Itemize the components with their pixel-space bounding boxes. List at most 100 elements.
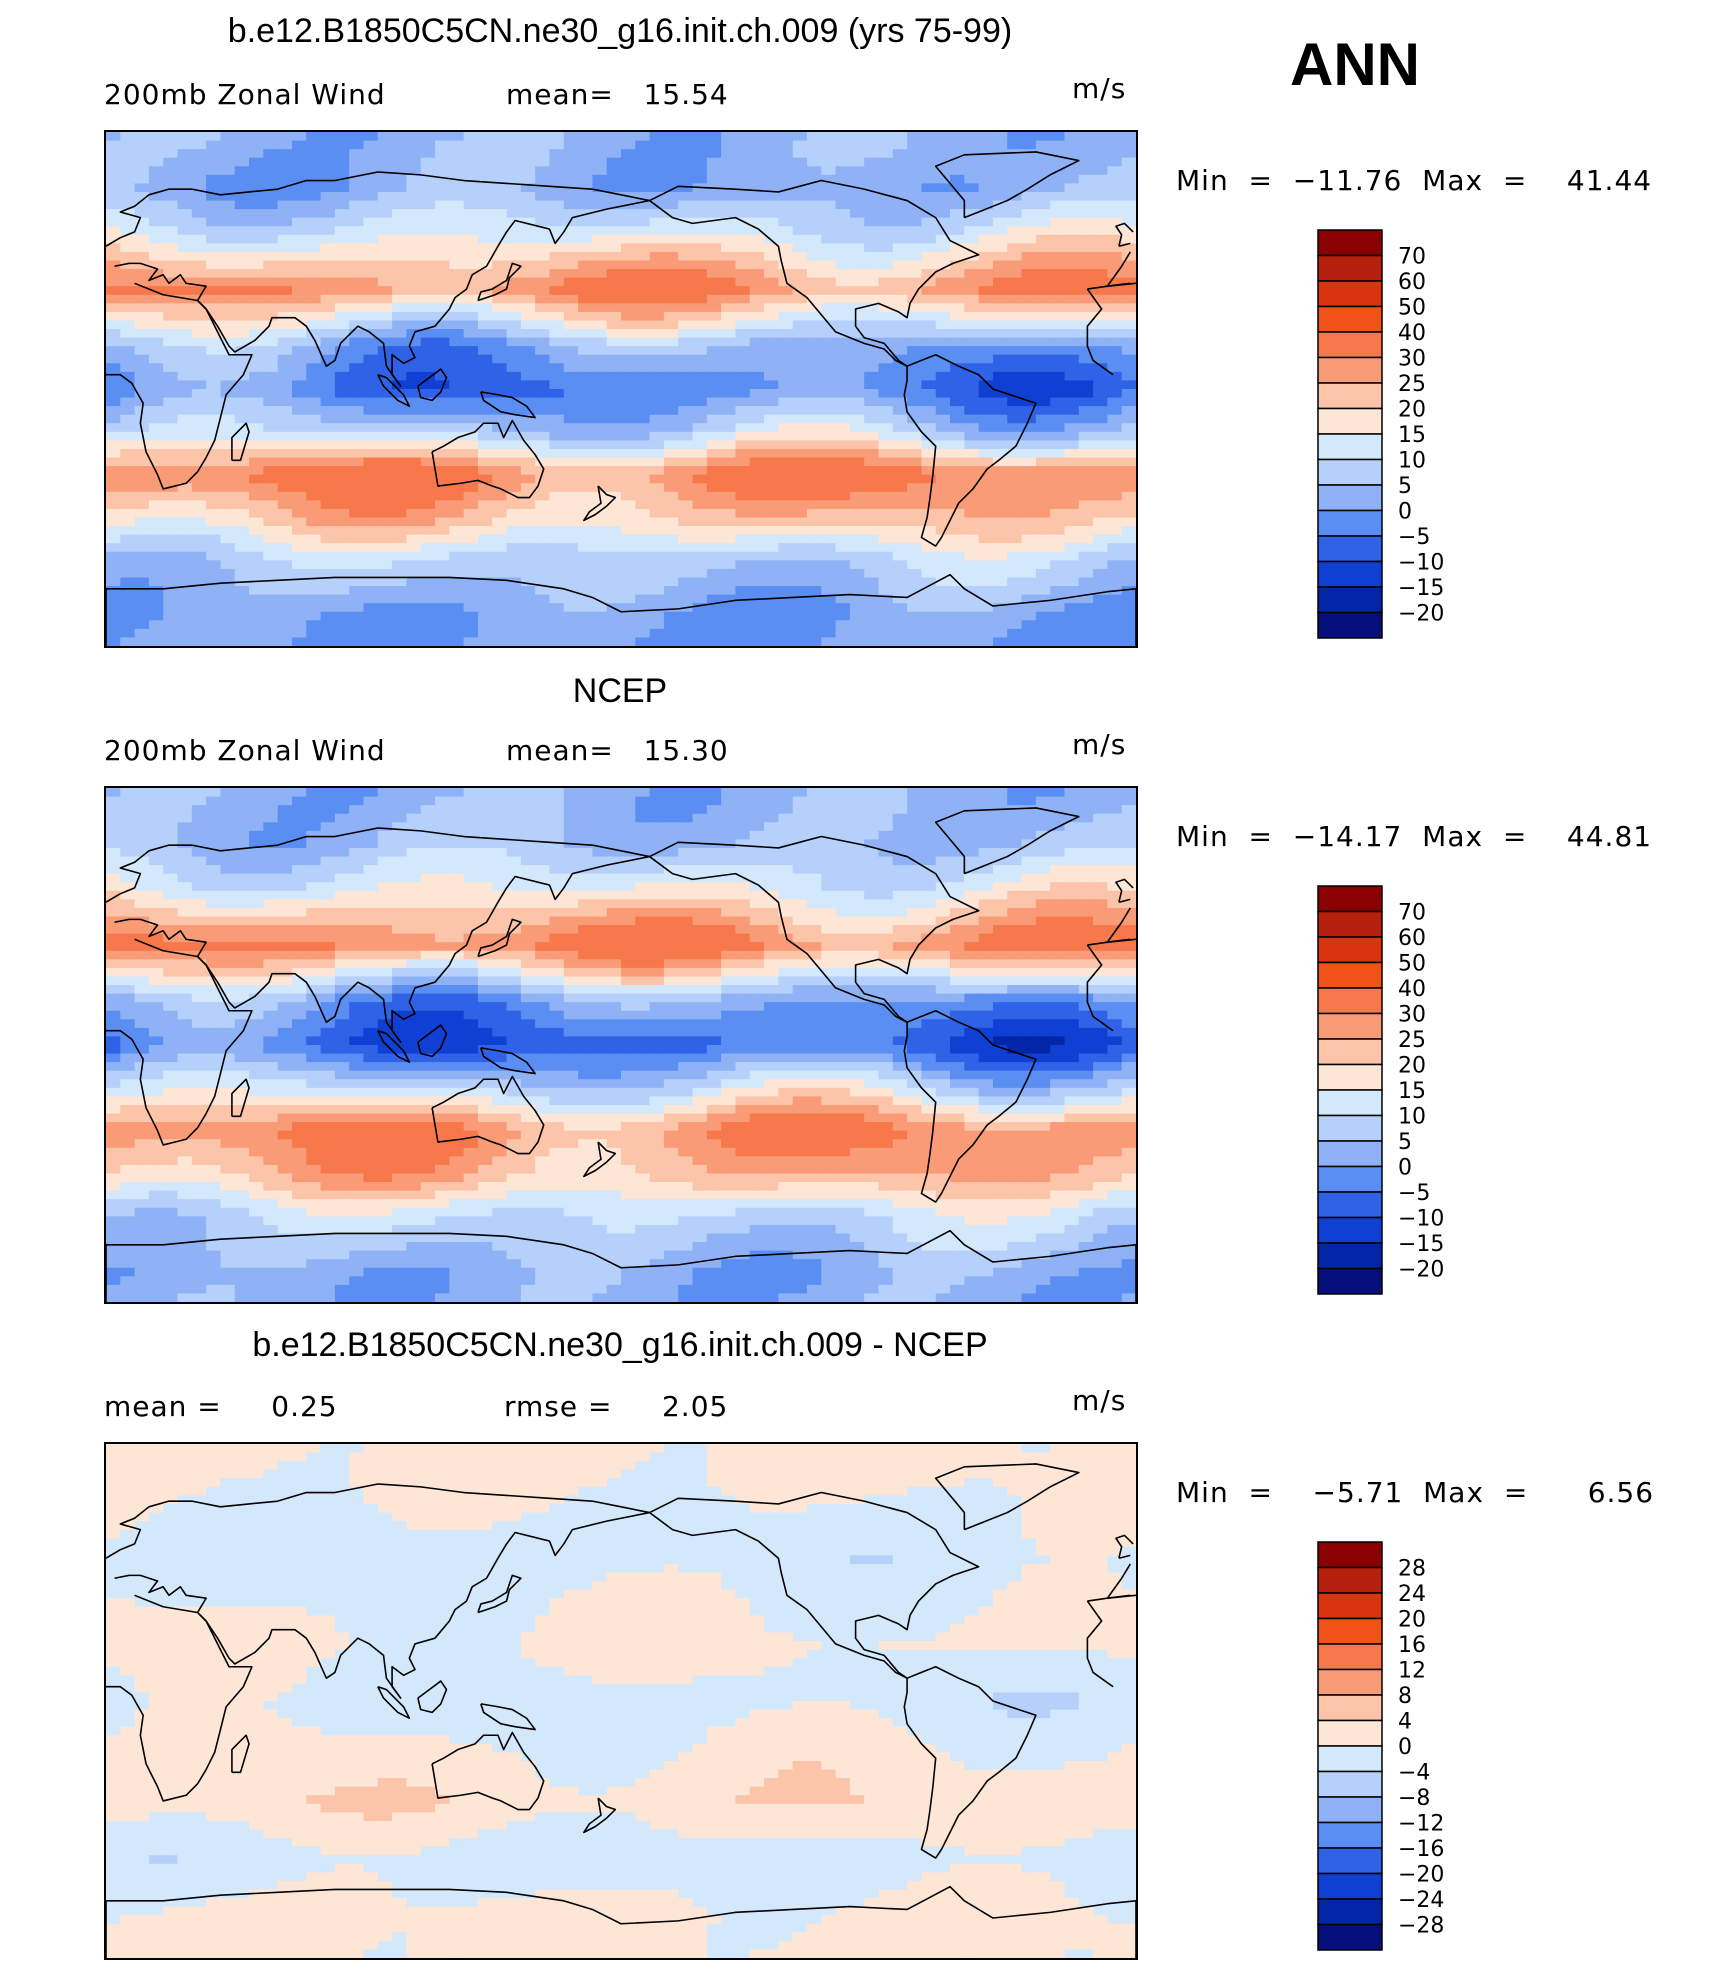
panel-2-colorbar-tick-label: 25	[1398, 1028, 1426, 1053]
panel-1-mean-label: mean= 15.54	[506, 78, 729, 111]
panel-2-colorbar-tick-label: 15	[1398, 1079, 1426, 1104]
panel-2-colorbar-swatch	[1317, 1140, 1383, 1168]
panel-2-colorbar-tick-label: 10	[1398, 1105, 1426, 1130]
panel-1-colorbar-swatch	[1317, 433, 1383, 461]
panel-3-colorbar-tick-label: −12	[1398, 1812, 1444, 1837]
coastline-eurasia	[106, 1483, 1132, 1699]
coastline-new-zealand	[583, 1141, 617, 1178]
panel-2-colorbar-tick-label: 50	[1398, 952, 1426, 977]
panel-3-colorbar-tick-label: 8	[1398, 1684, 1412, 1709]
panel-3-colorbar-swatch	[1317, 1566, 1383, 1594]
coastline-new-zealand	[583, 485, 617, 522]
panel-3-colorbar-swatch	[1317, 1770, 1383, 1798]
panel-3-colorbar-tick-label: −16	[1398, 1837, 1444, 1862]
panel-1-colorbar-swatch	[1317, 254, 1383, 282]
panel-2-minmax: Min = −14.17 Max = 44.81	[1176, 820, 1653, 853]
panel-2-colorbar-swatch	[1317, 1012, 1383, 1040]
coastline-north-america	[649, 179, 980, 367]
panel-3-colorbar-tick-label: 0	[1398, 1735, 1412, 1760]
panel-3-colorbar-swatch	[1317, 1821, 1383, 1849]
panel-2-coastlines	[106, 807, 1136, 1302]
coastline-new-guinea	[480, 1047, 536, 1075]
coastline-madagascar	[231, 422, 250, 462]
panel-1-colorbar-swatch	[1317, 509, 1383, 537]
panel-1-colorbar-swatch	[1317, 458, 1383, 486]
coastline-antarctica	[106, 1885, 1136, 1958]
panel-2-colorbar-swatch	[1317, 1089, 1383, 1117]
panel-1-colorbar-tick-label: 40	[1398, 321, 1426, 346]
coastline-new-zealand	[583, 1797, 617, 1834]
coastline-eurasia	[106, 827, 1132, 1043]
panel-2-colorbar-swatch	[1317, 1114, 1383, 1142]
panel-2-colorbar-swatch	[1317, 1063, 1383, 1091]
panel-2-map-svg	[106, 788, 1136, 1302]
coastline-north-america	[649, 1491, 980, 1679]
panel-2-colorbar-tick-label: −5	[1398, 1181, 1430, 1206]
panel-1-colorbar-tick-label: 50	[1398, 296, 1426, 321]
panel-3-colorbar: 28 24 20 16 12 8 4 0 −4 −8 −12 −16 −20 −24 −28	[1317, 1541, 1518, 1952]
panel-3-colorbar-tick-label: 16	[1398, 1633, 1426, 1658]
coastline-eurasia	[106, 171, 1132, 387]
panel-2-colorbar-swatch	[1317, 987, 1383, 1015]
coastline-south-america	[903, 1665, 1037, 1859]
panel-3-colorbar-tick-label: 24	[1398, 1582, 1426, 1607]
coastline-uk	[1115, 878, 1134, 903]
coastline-antarctica	[106, 1229, 1136, 1302]
panel-2-title: NCEP	[572, 672, 668, 710]
panel-3-colorbar-swatch	[1317, 1923, 1383, 1951]
panel-2-colorbar-swatch	[1317, 1191, 1383, 1219]
panel-3-colorbar-swatch	[1317, 1872, 1383, 1900]
panel-2-colorbar-swatch	[1317, 885, 1383, 913]
panel-3-colorbar-tick-label: −20	[1398, 1863, 1444, 1888]
panel-1-colorbar-swatch	[1317, 586, 1383, 614]
panel-1-colorbar-tick-label: 15	[1398, 423, 1426, 448]
panel-2-colorbar-tick-label: 0	[1398, 1156, 1412, 1181]
panel-2-colorbar-tick-label: −10	[1398, 1207, 1444, 1232]
panel-3-minmax: Min = −5.71 Max = 6.56	[1176, 1476, 1655, 1509]
panel-1-colorbar-swatch	[1317, 407, 1383, 435]
panel-3-colorbar-tick-label: −8	[1398, 1786, 1430, 1811]
panel-1-minmax: Min = −11.76 Max = 41.44	[1176, 164, 1653, 197]
panel-1-colorbar-swatch	[1317, 535, 1383, 563]
panel-2-colorbar-swatch	[1317, 1165, 1383, 1193]
panel-3-colorbar-swatch	[1317, 1847, 1383, 1875]
panel-1-colorbar-tick-label: 25	[1398, 372, 1426, 397]
panel-3-colorbar-tick-label: −28	[1398, 1914, 1444, 1939]
panel-3-colorbar-swatch	[1317, 1745, 1383, 1773]
panel-2-colorbar-swatch	[1317, 1267, 1383, 1295]
panel-1-colorbar-swatch	[1317, 229, 1383, 257]
panel-1-colorbar: 70 60 50 40 30 25 20 15 10 5 0 −5 −10 −15 −20	[1317, 229, 1518, 640]
panel-3-colorbar-tick-label: 20	[1398, 1608, 1426, 1633]
panel-3-colorbar-tick-label: −4	[1398, 1761, 1430, 1786]
panel-1-units: m/s	[1072, 72, 1127, 105]
panel-3-colorbar-swatch	[1317, 1668, 1383, 1696]
panel-3-colorbar-swatch	[1317, 1719, 1383, 1747]
panel-2-colorbar-swatch	[1317, 1242, 1383, 1270]
panel-3-rmse-label: rmse = 2.05	[504, 1390, 729, 1423]
panel-3-mean-label: mean = 0.25	[104, 1390, 338, 1423]
coastline-japan	[477, 262, 522, 302]
panel-3-colorbar-swatch	[1317, 1592, 1383, 1620]
panel-1-colorbar-tick-label: −5	[1398, 525, 1430, 550]
panel-1-wind-field	[106, 132, 1136, 646]
panel-1-map	[104, 130, 1138, 648]
coastline-australia	[431, 419, 545, 499]
panel-2-mean-label: mean= 15.30	[506, 734, 729, 767]
panel-3-colorbar-swatch	[1317, 1541, 1383, 1569]
panel-3-map-svg	[106, 1444, 1136, 1958]
coastline-japan	[477, 1574, 522, 1614]
coastline-south-america	[903, 353, 1037, 547]
coastline-south-america	[903, 1009, 1037, 1203]
panel-1-colorbar-tick-label: 0	[1398, 500, 1412, 525]
panel-1-colorbar-swatch	[1317, 484, 1383, 512]
panel-2-colorbar-swatch	[1317, 961, 1383, 989]
panel-3-colorbar-swatch	[1317, 1898, 1383, 1926]
panel-2-colorbar-tick-label: −15	[1398, 1232, 1444, 1257]
panel-1-colorbar-swatch	[1317, 382, 1383, 410]
panel-1-title: b.e12.B1850C5CN.ne30_g16.init.ch.009 (yr…	[227, 12, 1013, 50]
coastline-australia	[431, 1731, 545, 1811]
panel-2-colorbar-tick-label: 70	[1398, 901, 1426, 926]
coastline-greenland	[934, 151, 1080, 219]
panel-2-colorbar-swatch	[1317, 910, 1383, 938]
coastline-uk	[1115, 222, 1134, 247]
